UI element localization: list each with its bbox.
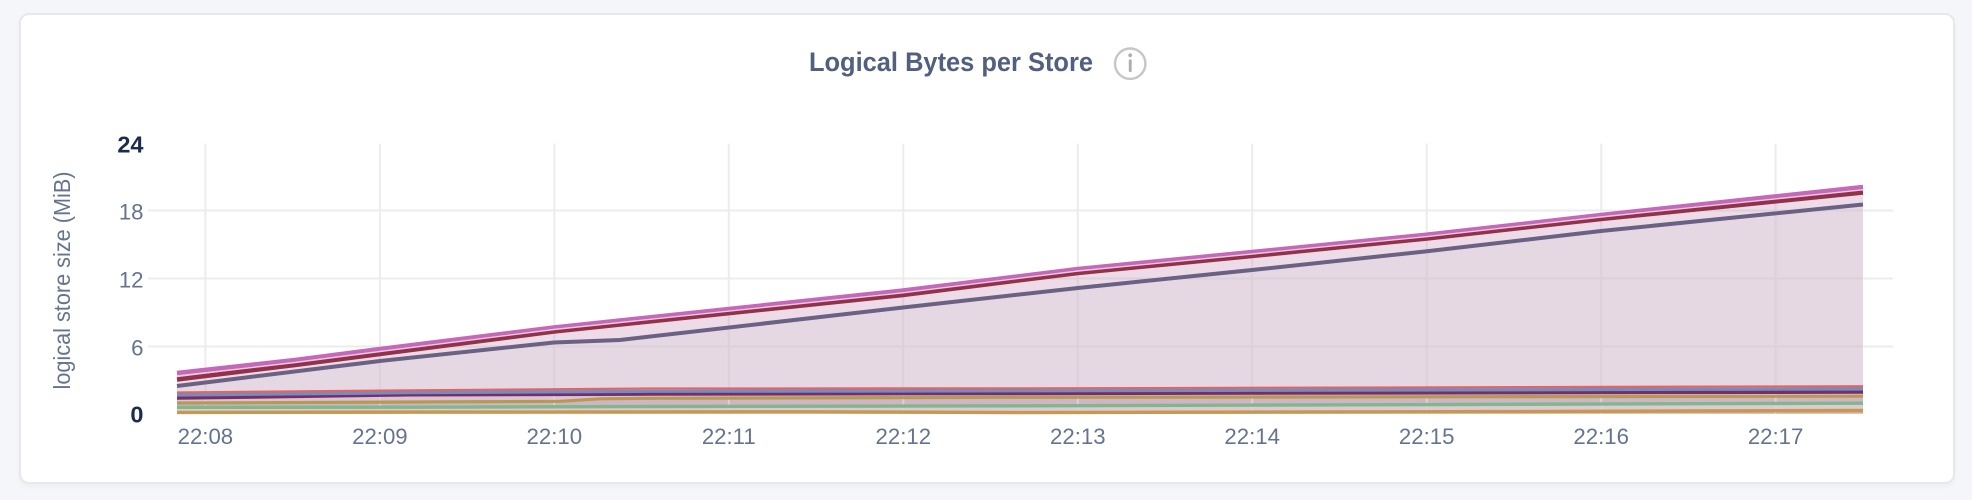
svg-text:6: 6: [131, 335, 143, 360]
svg-text:22:08: 22:08: [178, 424, 234, 449]
svg-text:Logical Bytes per Store: Logical Bytes per Store: [809, 47, 1093, 77]
svg-text:22:13: 22:13: [1050, 424, 1106, 449]
svg-text:24: 24: [117, 131, 143, 157]
svg-text:12: 12: [119, 267, 144, 292]
svg-text:22:16: 22:16: [1573, 424, 1629, 449]
svg-text:22:14: 22:14: [1224, 424, 1280, 449]
svg-text:0: 0: [130, 402, 143, 428]
svg-text:logical store size (MiB): logical store size (MiB): [49, 172, 75, 390]
svg-text:22:09: 22:09: [352, 424, 408, 449]
svg-text:18: 18: [119, 199, 144, 224]
svg-text:22:15: 22:15: [1399, 424, 1455, 449]
svg-text:22:11: 22:11: [702, 424, 756, 449]
svg-text:22:12: 22:12: [876, 424, 932, 449]
svg-text:22:17: 22:17: [1748, 424, 1804, 449]
svg-text:22:10: 22:10: [527, 424, 583, 449]
